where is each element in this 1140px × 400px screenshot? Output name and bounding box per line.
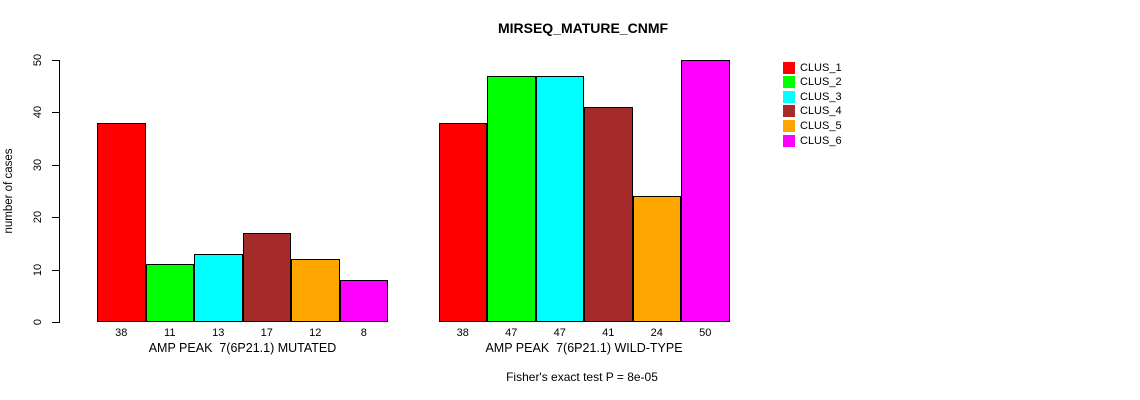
y-tick-label: 40 xyxy=(32,106,44,119)
y-tick-label: 30 xyxy=(32,158,44,171)
bar-value-label: 8 xyxy=(360,327,367,339)
bar xyxy=(194,253,243,322)
legend-color-swatch xyxy=(783,119,795,132)
legend-label: CLUS_6 xyxy=(800,134,842,147)
bar-value-label: 47 xyxy=(553,327,566,339)
legend-color-swatch xyxy=(783,105,795,118)
legend-label: CLUS_2 xyxy=(800,76,842,89)
y-tick-label: 0 xyxy=(32,318,44,326)
bar-value-label: 11 xyxy=(164,327,176,339)
legend-item: CLUS_1 xyxy=(783,61,842,74)
y-tick-label: 50 xyxy=(32,53,44,67)
bar xyxy=(487,75,536,322)
bar-value-label: 38 xyxy=(115,327,128,339)
legend-color-swatch xyxy=(783,134,795,147)
y-axis-title: number of cases xyxy=(3,148,15,234)
y-tick xyxy=(52,217,59,219)
bar-value-label: 41 xyxy=(602,327,615,339)
legend-item: CLUS_5 xyxy=(783,119,842,132)
bar xyxy=(681,60,730,322)
bar-value-label: 24 xyxy=(650,327,663,339)
bar xyxy=(339,280,388,322)
y-tick-label: 10 xyxy=(32,263,44,276)
bar xyxy=(97,122,146,322)
annotation-text: Fisher's exact test P = 8e-05 xyxy=(506,370,658,384)
bar xyxy=(242,232,291,322)
bar xyxy=(145,264,194,322)
bar-value-label: 13 xyxy=(212,327,225,339)
y-tick xyxy=(52,112,59,114)
legend-item: CLUS_4 xyxy=(783,105,842,118)
y-axis-line xyxy=(59,60,60,323)
legend-label: CLUS_5 xyxy=(800,119,842,132)
bar-value-label: 47 xyxy=(505,327,518,339)
legend-label: CLUS_3 xyxy=(800,90,842,103)
legend-color-swatch xyxy=(783,90,795,103)
y-tick xyxy=(52,164,59,166)
bar xyxy=(535,75,584,322)
legend-item: CLUS_3 xyxy=(783,90,842,103)
bar-value-label: 50 xyxy=(699,327,712,339)
group-x-axis-label: AMP PEAK 7(6P21.1) MUTATED xyxy=(148,341,337,355)
bar xyxy=(438,122,487,322)
bar-value-label: 12 xyxy=(309,327,322,339)
bar-value-label: 38 xyxy=(456,327,469,339)
y-tick xyxy=(52,60,59,61)
y-tick xyxy=(52,322,59,323)
legend-color-swatch xyxy=(783,61,795,74)
bar xyxy=(632,196,681,322)
bar-value-label: 17 xyxy=(260,327,273,339)
group-x-axis-label: AMP PEAK 7(6P21.1) WILD-TYPE xyxy=(485,341,683,355)
bar xyxy=(291,259,340,322)
legend-label: CLUS_4 xyxy=(800,105,842,118)
legend-item: CLUS_6 xyxy=(783,134,842,147)
y-tick-label: 20 xyxy=(32,211,44,224)
chart-title: MIRSEQ_MATURE_CNMF xyxy=(497,20,669,36)
legend-color-swatch xyxy=(783,76,795,89)
y-tick xyxy=(52,269,59,271)
legend-item: CLUS_2 xyxy=(783,76,842,89)
bar xyxy=(584,107,633,322)
legend-label: CLUS_1 xyxy=(800,61,842,74)
